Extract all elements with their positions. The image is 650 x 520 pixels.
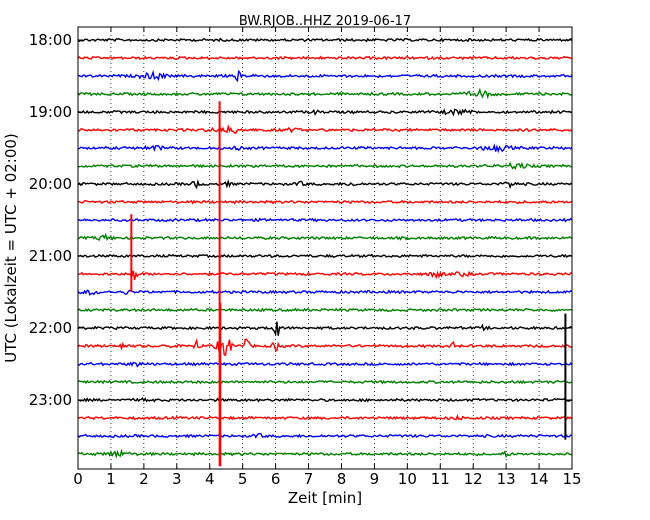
y-axis: 18:00 19:00 20:00 21:00 22:00 23:00	[29, 31, 572, 409]
y-tick-label: 19:00	[29, 103, 72, 121]
x-tick-label: 4	[205, 470, 215, 488]
x-tick-label: 14	[530, 470, 549, 488]
trace-line	[77, 307, 573, 313]
x-tick-label: 11	[431, 470, 450, 488]
spike-group	[130, 101, 567, 467]
x-axis: 0 1 2 3 4 5 6 7 8 9 10 11 12 13 14 15	[73, 27, 582, 488]
y-tick-label: 18:00	[29, 31, 72, 49]
trace-line	[77, 338, 573, 357]
trace-line	[77, 321, 573, 337]
trace-line	[77, 55, 573, 61]
y-tick-label: 20:00	[29, 175, 72, 193]
trace-line	[77, 361, 573, 368]
trace-line	[78, 143, 573, 154]
y-axis-label: UTC (Lokalzeit = UTC + 02:00)	[2, 133, 20, 363]
trace-line	[77, 37, 573, 43]
trace-line	[77, 397, 573, 403]
trace-group	[77, 37, 573, 459]
x-tick-label: 12	[464, 470, 483, 488]
trace-line	[77, 432, 573, 439]
trace-line	[78, 69, 573, 83]
trace-line	[77, 217, 573, 223]
trace-line	[77, 270, 572, 281]
x-tick-label: 10	[398, 470, 417, 488]
x-tick-label: 2	[139, 470, 149, 488]
trace-line	[77, 123, 573, 135]
y-tick-label: 23:00	[29, 391, 72, 409]
y-tick-label: 21:00	[29, 247, 72, 265]
x-tick-label: 13	[497, 470, 516, 488]
trace-line	[77, 253, 573, 259]
x-tick-label: 0	[73, 470, 83, 488]
trace-line	[77, 232, 573, 242]
x-tick-label: 8	[337, 470, 347, 488]
x-tick-label: 7	[304, 470, 314, 488]
x-tick-label: 6	[271, 470, 281, 488]
trace-line	[77, 199, 573, 205]
x-tick-label: 3	[172, 470, 182, 488]
trace-line	[77, 379, 573, 385]
x-axis-label: Zeit [min]	[288, 489, 362, 507]
trace-line	[77, 87, 573, 100]
trace-line	[77, 414, 573, 421]
x-tick-label: 9	[370, 470, 380, 488]
vertical-grid	[110, 27, 540, 469]
chart-title: BW.RJOB..HHZ 2019-06-17	[239, 14, 411, 29]
trace-line	[77, 161, 573, 170]
x-tick-label: 1	[106, 470, 116, 488]
trace-line	[77, 108, 573, 117]
trace-line	[77, 178, 573, 190]
y-tick-label: 22:00	[29, 319, 72, 337]
trace-line	[77, 448, 573, 459]
trace-line	[77, 289, 573, 296]
x-tick-label: 5	[238, 470, 248, 488]
x-tick-label: 15	[562, 470, 581, 488]
plot-frame	[77, 26, 573, 470]
